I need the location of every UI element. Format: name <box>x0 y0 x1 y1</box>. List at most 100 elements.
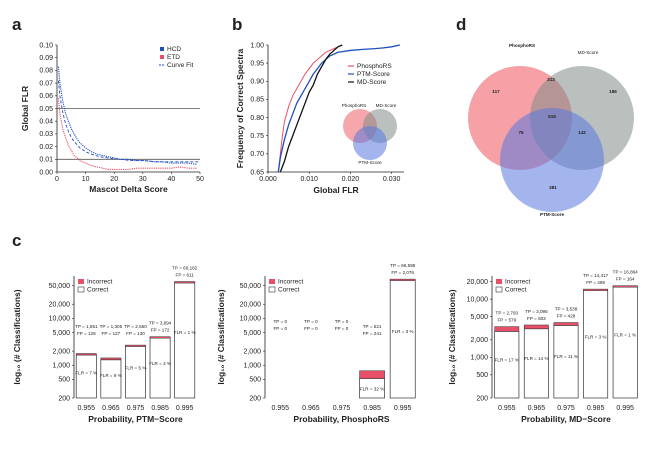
y-tick-label: 0.80 <box>250 115 264 122</box>
inset-label-phosphors: PhosphoRS <box>342 103 367 108</box>
x-tick-label: 0 <box>55 176 59 183</box>
bar-incorrect <box>75 353 97 356</box>
bar-incorrect <box>149 336 171 339</box>
fp-label: FP = 127 <box>102 331 121 336</box>
legend-label-incorrect: Incorrect <box>87 279 112 286</box>
venn-label-mdscore: MD-Score <box>578 50 599 55</box>
bar-incorrect <box>100 357 122 361</box>
y-tick-label: 500 <box>249 377 261 384</box>
y-tick-label: 10,000 <box>240 316 262 323</box>
tp-label: TP = 1,305 <box>100 324 123 329</box>
x-axis-label: Probability, PhosphoRS <box>293 414 390 424</box>
y-tick-label: 0.04 <box>39 119 53 126</box>
series-line-etd <box>57 98 198 171</box>
venn-circle-ptmscore <box>500 108 604 212</box>
y-tick-label: 0.03 <box>39 131 53 138</box>
x-tick-label: 10 <box>82 176 90 183</box>
y-tick-label: 50,000 <box>240 283 262 290</box>
panel-d-venn: PhosphoRS MD-Score PTM-Score 117 186 381 313 75… <box>468 43 634 217</box>
tp-label: TP = 3,538 <box>555 307 578 312</box>
bar-incorrect <box>583 288 608 291</box>
y-tick-label: 0.02 <box>39 144 53 151</box>
x-tick-label: 0.020 <box>342 176 360 183</box>
x-tick-label: 0.030 <box>383 176 401 183</box>
venn-label-ptmscore: PTM-Score <box>540 212 564 217</box>
bar-incorrect <box>359 370 385 379</box>
bar-correct <box>494 331 520 399</box>
y-tick-label: 1,000 <box>243 363 261 370</box>
x-tick-label: 50 <box>196 176 204 183</box>
bar-incorrect <box>174 281 196 284</box>
bar-correct <box>523 328 549 399</box>
tp-label: TP = 3,095 <box>525 309 548 314</box>
panel-c-phosphors-chart: 200 500 1,000 2,000 5,000 10,000 20,000 50,000 T… <box>216 263 416 424</box>
x-tick-label: 0.955 <box>78 405 96 412</box>
fp-label: FP = 428 <box>557 314 576 319</box>
fp-label: FP = 611 <box>176 273 195 278</box>
flr-label: FLR = 5 % <box>125 365 147 370</box>
tp-label: TP = 2,560 <box>124 324 147 329</box>
x-tick-label: 0.985 <box>363 405 381 412</box>
y-axis-label: log₁₀ (# Classifications) <box>12 289 22 384</box>
tp-label: TP = 66,598 <box>390 263 416 268</box>
y-tick-label: 10,000 <box>49 316 71 323</box>
tp-label: TP = 2,793 <box>496 311 519 316</box>
bar-incorrect <box>125 344 146 347</box>
y-tick-label: 0.95 <box>250 60 264 67</box>
fp-label: FP = 164 <box>616 277 635 282</box>
panel-label-d: d <box>456 15 466 34</box>
y-tick-label: 0.90 <box>250 79 264 86</box>
y-tick-label: 2,000 <box>243 348 261 355</box>
legend-label-incorrect: Incorrect <box>278 279 303 286</box>
inset-circle-ptmscore <box>353 126 387 160</box>
x-tick-label: 0.010 <box>300 176 318 183</box>
x-tick-label: 30 <box>139 176 147 183</box>
legend-swatch-incorrect <box>496 279 502 284</box>
legend-label-correct: Correct <box>505 287 527 294</box>
venn-count-md-only: 186 <box>609 89 617 94</box>
bar-correct <box>174 281 196 399</box>
venn-count-phospho-only: 117 <box>492 89 500 94</box>
bar-correct <box>389 279 416 399</box>
x-tick-label: 0.985 <box>587 405 605 412</box>
y-tick-label: 200 <box>249 395 261 402</box>
flr-label: FLR = 4 % <box>149 361 171 366</box>
x-tick-label: 0.995 <box>616 405 634 412</box>
panel-c-ptm-chart: 200 500 1,000 2,000 5,000 10,000 20,000 50,000 F… <box>12 266 198 424</box>
flr-label: FLR = 3 % <box>392 329 414 334</box>
legend-label-incorrect: Incorrect <box>505 279 530 286</box>
legend-label-correct: Correct <box>278 287 300 294</box>
venn-label-phosphors: PhosphoRS <box>509 43 535 48</box>
fp-label: FP = 469 <box>586 280 605 285</box>
fp-label: FP = 503 <box>527 316 546 321</box>
x-tick-label: 0.965 <box>302 405 320 412</box>
flr-label: FLR = 17 % <box>495 357 519 362</box>
series-line-hcd <box>57 66 198 165</box>
panel-label-a: a <box>12 15 22 34</box>
flr-label: FLR = 9 % <box>100 373 122 378</box>
y-tick-label: 0.75 <box>250 133 264 140</box>
bar-correct <box>125 345 146 399</box>
legend-swatch-incorrect <box>78 279 84 284</box>
bar-correct <box>100 359 122 399</box>
y-tick-label: 1,000 <box>470 355 488 362</box>
legend-swatch-hcd <box>160 47 164 51</box>
y-tick-label: 0.09 <box>39 55 53 62</box>
flr-label: FLR = 1 % <box>614 332 636 337</box>
tp-label: TP = 1,651 <box>75 324 98 329</box>
legend-label-fit: Curve Fit <box>167 62 194 69</box>
y-axis-label: Global FLR <box>20 86 30 131</box>
y-tick-label: 5,000 <box>52 330 70 337</box>
y-tick-label: 0.01 <box>39 157 53 164</box>
inset-label-ptmscore: PTM-Score <box>358 160 382 165</box>
y-tick-label: 5,000 <box>470 314 488 321</box>
series-line-curve-fit <box>57 80 200 163</box>
x-tick-label: 0.955 <box>272 405 290 412</box>
y-tick-label: 0.10 <box>39 42 53 49</box>
legend-label-etd: ETD <box>167 54 180 61</box>
panel-a-chart: 0.00 0.01 0.02 0.03 0.04 0.05 0.06 0.07 0.08 0.09… <box>20 42 204 194</box>
venn-count-all: 519 <box>548 114 556 119</box>
y-tick-label: 2,000 <box>52 348 70 355</box>
y-tick-label: 5,000 <box>243 330 261 337</box>
